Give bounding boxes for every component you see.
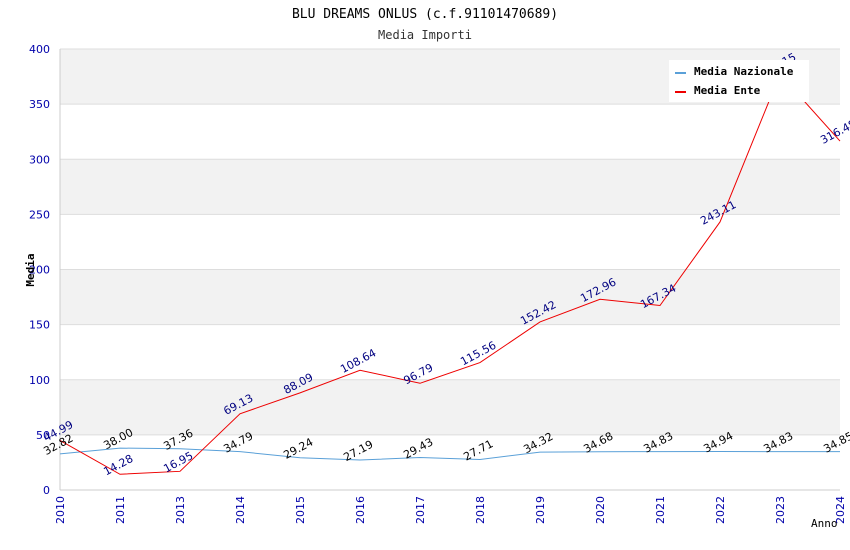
axes	[59, 49, 840, 491]
y-tick-label: 100	[29, 374, 50, 387]
x-axis-label: Anno	[811, 517, 838, 530]
y-tick-label: 350	[29, 98, 50, 111]
x-tick-label: 2020	[594, 496, 607, 524]
x-tick-label: 2016	[354, 496, 367, 524]
x-tick-label: 2019	[534, 496, 547, 524]
x-tick-label: 2013	[174, 496, 187, 524]
x-tick-label: 2018	[474, 496, 487, 524]
y-axis-label: Media	[24, 253, 37, 286]
y-tick-label: 300	[29, 153, 50, 166]
x-tick-label: 2014	[234, 496, 247, 524]
legend-label-media-ente: Media Ente	[694, 84, 761, 97]
background-band	[60, 379, 840, 435]
background-band	[60, 159, 840, 215]
y-tick-label: 250	[29, 208, 50, 221]
y-tick-label: 0	[43, 484, 50, 497]
background-band	[60, 269, 840, 325]
data-label-media-ente: 108.64	[338, 346, 378, 376]
y-tick-labels: 0 50 100 150 200 250 300 350 400	[29, 43, 50, 497]
series-line-media-ente	[59, 73, 841, 475]
data-label-media-ente: 14.28	[101, 452, 135, 478]
legend: Media Nazionale Media Ente	[669, 60, 809, 102]
gridlines	[60, 48, 840, 491]
series-lines	[59, 73, 841, 475]
y-tick-label: 400	[29, 43, 50, 56]
y-tick-label: 150	[29, 319, 50, 332]
x-tick-label: 2010	[54, 496, 67, 524]
x-tick-label: 2015	[294, 496, 307, 524]
x-tick-label: 2017	[414, 496, 427, 524]
chart-subtitle: Media Importi	[378, 28, 472, 42]
x-tick-label: 2023	[774, 496, 787, 524]
background-bands	[60, 49, 840, 435]
x-tick-labels: 2010 2011 2013 2014 2015 2016 2017 2018 2019 2020…	[54, 496, 847, 524]
data-label-media-ente: 115.56	[458, 339, 498, 369]
series-line-media-nazionale	[59, 447, 841, 461]
legend-label-media-nazionale: Media Nazionale	[694, 65, 794, 78]
x-tick-label: 2011	[114, 496, 127, 524]
chart-title: BLU DREAMS ONLUS (c.f.91101470689)	[292, 7, 558, 22]
x-tick-label: 2021	[654, 496, 667, 524]
x-tick-label: 2024	[834, 496, 847, 524]
y-tick-label: 200	[29, 264, 50, 277]
x-tick-label: 2022	[714, 496, 727, 524]
legend-box	[669, 60, 809, 102]
y-tick-label: 50	[36, 429, 50, 442]
